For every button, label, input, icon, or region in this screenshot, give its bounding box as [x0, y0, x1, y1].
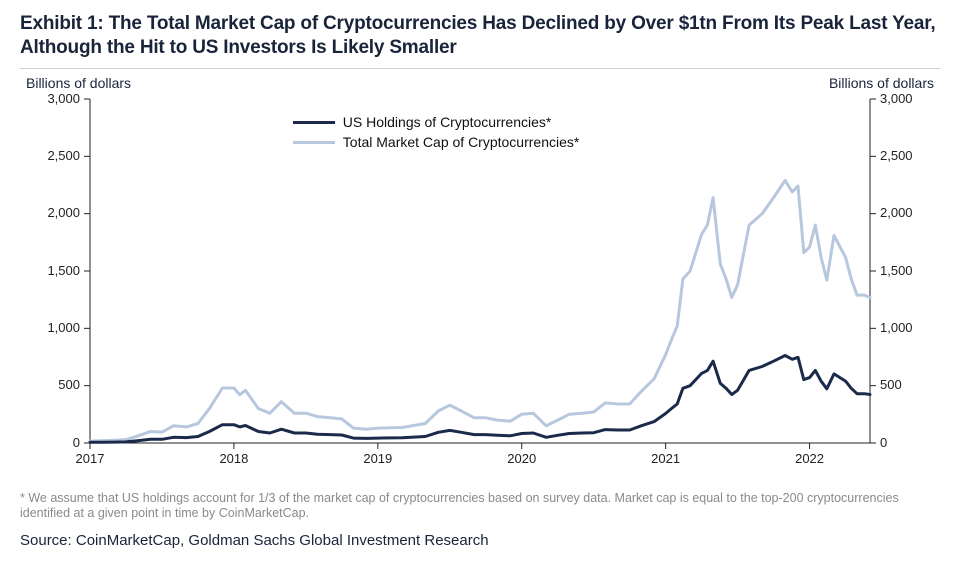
ytick-label-right: 500	[880, 377, 902, 392]
legend: US Holdings of Cryptocurrencies* Total Ma…	[293, 112, 580, 152]
ytick-label-right: 0	[880, 435, 887, 450]
xtick-label: 2018	[219, 451, 248, 466]
exhibit-container: { "title": { "label": "Exhibit 1:", "tex…	[0, 0, 960, 577]
ytick-label-left: 1,500	[47, 263, 80, 278]
source-line: Source: CoinMarketCap, Goldman Sachs Glo…	[20, 532, 940, 549]
ytick-label-left: 3,000	[47, 91, 80, 106]
ytick-label-left: 1,000	[47, 320, 80, 335]
ytick-label-left: 2,000	[47, 205, 80, 220]
ytick-label-right: 2,000	[880, 205, 913, 220]
series-total-mcap	[90, 180, 870, 441]
ytick-label-left: 0	[73, 435, 80, 450]
exhibit-title-text: The Total Market Cap of Cryptocurrencies…	[20, 13, 936, 58]
exhibit-title: Exhibit 1: The Total Market Cap of Crypt…	[20, 12, 940, 60]
xtick-label: 2019	[363, 451, 392, 466]
xtick-label: 2017	[76, 451, 105, 466]
ytick-label-right: 1,500	[880, 263, 913, 278]
xtick-label: 2020	[507, 451, 536, 466]
title-divider	[20, 68, 940, 69]
legend-item: US Holdings of Cryptocurrencies*	[293, 112, 580, 132]
xtick-label: 2022	[795, 451, 824, 466]
ytick-label-left: 2,500	[47, 148, 80, 163]
footnote: * We assume that US holdings account for…	[20, 491, 940, 522]
ytick-label-right: 3,000	[880, 91, 913, 106]
legend-swatch	[293, 121, 335, 124]
legend-label: US Holdings of Cryptocurrencies*	[343, 114, 552, 130]
ytick-label-right: 2,500	[880, 148, 913, 163]
chart: Billions of dollars Billions of dollars …	[20, 75, 940, 485]
legend-label: Total Market Cap of Cryptocurrencies*	[343, 134, 580, 150]
legend-item: Total Market Cap of Cryptocurrencies*	[293, 132, 580, 152]
series-us-holdings	[90, 355, 870, 442]
xtick-label: 2021	[651, 451, 680, 466]
ytick-label-left: 500	[58, 377, 80, 392]
legend-swatch	[293, 141, 335, 144]
ytick-label-right: 1,000	[880, 320, 913, 335]
exhibit-label: Exhibit 1:	[20, 13, 104, 34]
